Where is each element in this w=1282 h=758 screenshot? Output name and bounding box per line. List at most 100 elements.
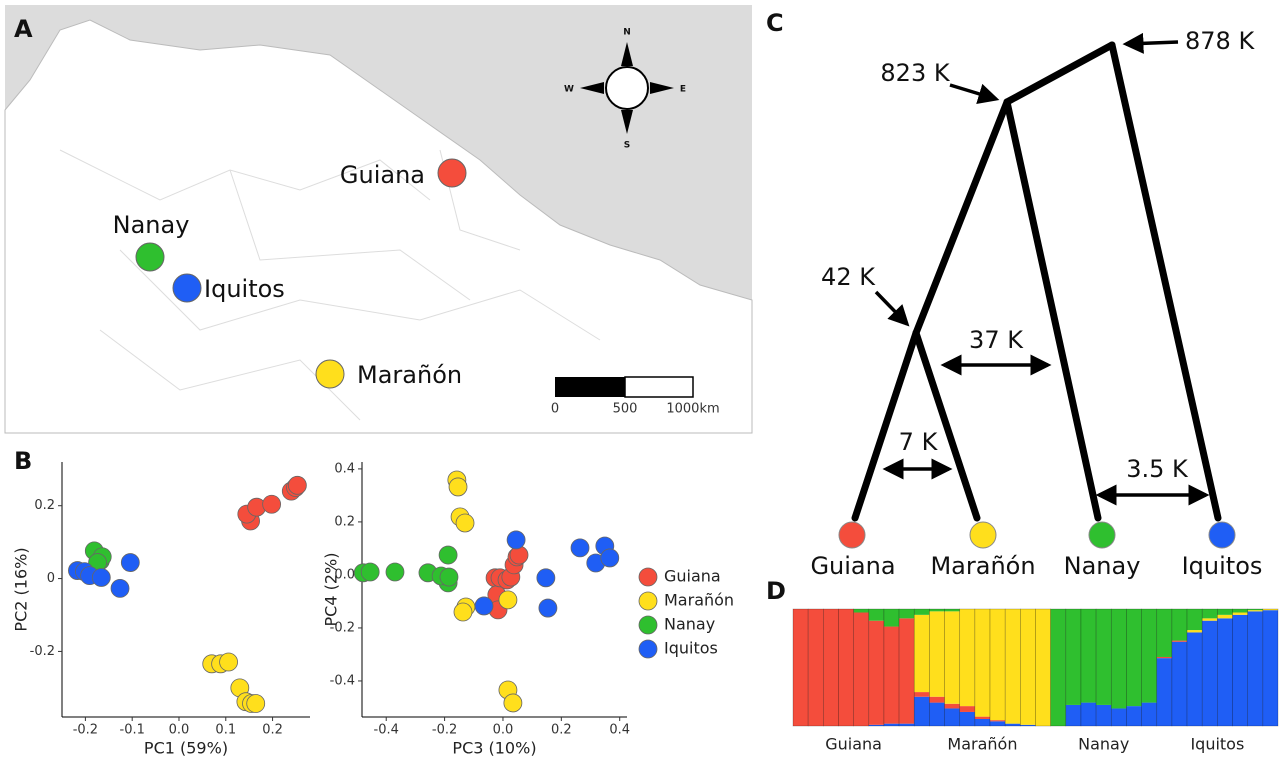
bar-segment (1232, 614, 1248, 726)
leaf-label: Iquitos (1182, 552, 1263, 580)
bar-segment (974, 718, 991, 726)
point (120, 553, 140, 572)
y-tick-label: -0.2 (330, 620, 355, 635)
bar-segment (868, 724, 884, 726)
y-tick-label: 0.4 (334, 461, 355, 476)
bar-segment (944, 703, 960, 709)
y-tick-label: -0.2 (30, 644, 55, 659)
bar-segment (853, 612, 869, 726)
point (536, 568, 556, 588)
panel-label: C (766, 9, 784, 37)
site-marker (135, 242, 165, 272)
legend-swatch (638, 639, 658, 659)
bar-segment (1005, 609, 1021, 724)
y-tick-label: 0.2 (334, 514, 355, 529)
y-axis-label: PC2 (16%) (12, 547, 31, 631)
bar-segment (1156, 656, 1172, 659)
bar-segment (990, 720, 1006, 722)
legend-swatch (638, 591, 658, 611)
borders (59, 149, 601, 421)
bar-segment (899, 618, 915, 724)
bar-segment (1080, 702, 1097, 726)
bar-segment (1156, 609, 1172, 657)
place-label: Nanay (113, 211, 190, 239)
bar-segment (914, 692, 930, 697)
bar-segment (959, 711, 975, 726)
point (438, 545, 458, 565)
point (503, 693, 523, 713)
bar-segment (1171, 640, 1188, 642)
point (455, 513, 475, 533)
bar-segment (1096, 609, 1112, 705)
bar-segment (1126, 706, 1142, 726)
panel-label: A (14, 15, 33, 43)
bar-segment (1111, 609, 1127, 709)
bar-segment (929, 696, 945, 703)
bar-segment (959, 706, 975, 712)
bar-outline (1262, 608, 1279, 727)
bar-segment (1247, 610, 1263, 612)
x-tick-label: 0.0 (169, 723, 190, 738)
bar-segment (1005, 723, 1021, 726)
bar-segment (929, 609, 945, 612)
point (506, 530, 526, 550)
x-tick-label: 0.0 (493, 723, 514, 738)
point (287, 475, 307, 495)
migration-label: 7 K (899, 428, 939, 456)
x-tick-label: 0.2 (551, 723, 572, 738)
node-label: 42 K (821, 263, 876, 291)
scale-label: 1000km (666, 402, 719, 417)
bar-segment (1202, 618, 1218, 621)
point (538, 598, 558, 618)
place-label: Iquitos (204, 275, 285, 303)
point (474, 596, 494, 616)
bar-segment (899, 609, 915, 619)
node-label: 878 K (1185, 27, 1255, 55)
compass: N W E S (564, 28, 686, 151)
bar-segment (1171, 609, 1188, 641)
y-axis-label: PC4 (2%) (322, 553, 341, 627)
bar-segment (944, 708, 960, 726)
y-tick-label: 0 (47, 571, 55, 586)
bar-segment (914, 696, 930, 726)
point (439, 567, 459, 587)
leaf-label: Marañón (930, 552, 1035, 580)
panel-label: B (14, 447, 32, 475)
site-marker (315, 359, 345, 389)
bar-segment (1217, 618, 1233, 726)
compass-label: E (680, 85, 686, 95)
bar-segment (914, 614, 930, 693)
group-label: Marañón (947, 735, 1017, 754)
bar-segment (1187, 630, 1203, 633)
y-tick-label: 0.2 (34, 498, 55, 513)
bar-segment (1156, 658, 1172, 726)
point (498, 590, 518, 610)
bar-segment (1217, 609, 1233, 615)
bar-segment (944, 609, 960, 612)
bar-segment (1247, 611, 1263, 726)
migration-label: 37 K (969, 326, 1024, 354)
bar-segment (1020, 724, 1036, 726)
scale-label: 0 (551, 402, 559, 417)
bar-segment (1202, 609, 1218, 619)
bar-segment (868, 620, 884, 725)
bar-segment (1187, 632, 1203, 726)
bar-segment (1232, 609, 1248, 613)
group-label: Iquitos (1190, 735, 1244, 754)
panel-label: D (766, 577, 786, 605)
x-tick-label: -0.2 (73, 723, 98, 738)
bar-segment (1050, 609, 1066, 726)
legend-label: Iquitos (664, 639, 718, 658)
x-axis-label: PC3 (10%) (452, 739, 536, 758)
point (219, 652, 238, 672)
bar-segment (793, 609, 809, 726)
bar-segment (899, 723, 915, 726)
point (110, 579, 130, 598)
bar-segment (1247, 609, 1263, 611)
bar-segment (959, 609, 975, 707)
node-label: 823 K (880, 59, 950, 87)
bar-segment (929, 611, 945, 697)
point (453, 602, 473, 622)
bar-segment (990, 609, 1006, 721)
